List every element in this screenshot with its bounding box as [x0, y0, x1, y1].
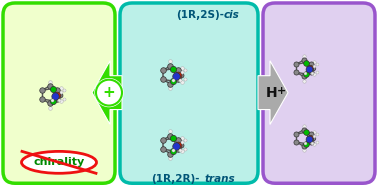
Text: (1R,2R)-: (1R,2R)-: [151, 174, 200, 184]
Text: trans: trans: [205, 174, 235, 184]
Text: H: H: [266, 86, 278, 100]
Text: chirality: chirality: [33, 157, 85, 167]
FancyBboxPatch shape: [3, 3, 115, 183]
Circle shape: [95, 79, 123, 107]
Polygon shape: [92, 61, 122, 125]
Text: cis: cis: [224, 10, 240, 20]
Polygon shape: [258, 61, 288, 125]
FancyBboxPatch shape: [120, 3, 258, 183]
Ellipse shape: [22, 151, 96, 173]
Text: +: +: [102, 85, 115, 100]
FancyBboxPatch shape: [263, 3, 375, 183]
Text: (1R,2S)-: (1R,2S)-: [176, 10, 224, 20]
Text: +: +: [276, 86, 286, 96]
